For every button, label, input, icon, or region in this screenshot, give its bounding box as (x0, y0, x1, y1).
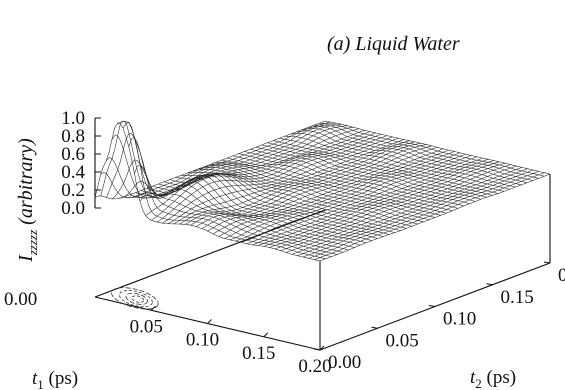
z-tick-label: 0.2 (61, 180, 85, 201)
x-tick-label: 0.20 (298, 356, 331, 377)
z-tick-labels: 0.00.20.40.60.81.0 (61, 108, 85, 219)
y-axis-label-unit: (ps) (482, 367, 516, 388)
z-axis-label: Izzzzz (arbitrary) (15, 138, 40, 263)
y-tick-label: 0.05 (386, 330, 419, 351)
y-axis-label-sub: 2 (475, 376, 482, 390)
y-axis-label: t2 (ps) (470, 367, 516, 390)
x-tick-labels: 0.05 0.10 0.15 0.20 (130, 316, 332, 377)
x-axis-label-unit: (ps) (44, 368, 78, 389)
plot-box (94, 118, 551, 351)
x-tick-label: 0.15 (242, 343, 275, 364)
x-axis-label-var: t (32, 368, 38, 389)
z-tick-label: 1.0 (61, 108, 85, 129)
y-tick-label: 0.10 (443, 309, 476, 330)
x-tick-label: 0.10 (186, 330, 219, 351)
x-axis-label: t1 (ps) (32, 368, 78, 390)
z-tick-label: 0.4 (61, 162, 85, 183)
floor-tick-label: 0.00 (4, 289, 37, 310)
x-axis-label-sub: 1 (37, 377, 44, 390)
y-tick-label: 0.15 (501, 287, 534, 308)
z-tick-label: 0.6 (61, 144, 85, 165)
y-axis-label-var: t (470, 367, 476, 388)
z-axis-label-main: I (15, 254, 37, 263)
tick-marks (95, 117, 551, 351)
y-tick-label: 0.20 (558, 265, 565, 286)
surface-mesh (94, 120, 551, 262)
chart-title: (a) Liquid Water (327, 33, 460, 55)
x-tick-label: 0.05 (130, 316, 163, 337)
z-axis-label-sub: zzzzz (25, 230, 40, 256)
z-tick-label: 0.8 (61, 126, 85, 147)
floor-contours (111, 287, 159, 310)
y-tick-labels: 0.00 0.05 0.10 0.15 0.20 (328, 265, 565, 373)
z-axis-label-suffix: (arbitrary) (15, 138, 37, 230)
y-tick-label: 0.00 (328, 352, 361, 373)
z-tick-label: 0.0 (61, 198, 85, 219)
